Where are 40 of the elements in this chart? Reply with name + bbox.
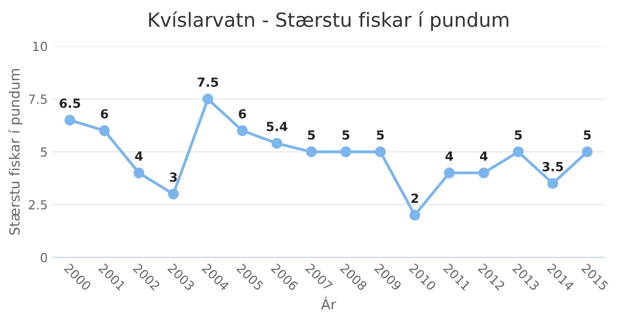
point [340, 146, 352, 158]
data-label: 5 [376, 130, 384, 140]
chart-title: Kvíslarvatn - Stærstu fiskar í pundum [149, 11, 508, 31]
y-axis-title: Stærstu fiskar í pundum [8, 69, 22, 235]
data-label: 3 [170, 172, 177, 182]
y-tick-label: 0 [40, 252, 48, 262]
data-label: 7.5 [198, 78, 218, 87]
data-label: 6 [238, 109, 246, 119]
point [237, 125, 248, 136]
data-label: 2 [411, 194, 418, 203]
point [512, 146, 524, 158]
point [374, 146, 386, 158]
point [547, 178, 558, 189]
point [582, 146, 593, 158]
point [99, 125, 110, 136]
data-label: 4 [480, 151, 488, 161]
data-label: 6 [100, 109, 108, 119]
data-label: 5 [308, 130, 315, 140]
point [306, 146, 317, 158]
y-tick-label: 2.5 [28, 200, 47, 210]
point [134, 168, 144, 178]
data-label: 3.5 [542, 162, 563, 172]
y-tick-label: 10 [33, 42, 48, 52]
data-label: 5 [342, 130, 350, 140]
x-axis-title: Ár [321, 296, 336, 310]
data-label: 5.4 [266, 122, 288, 132]
data-label: 6.5 [60, 98, 80, 108]
point [168, 188, 179, 200]
data-label: 5 [514, 130, 522, 140]
data-label: 5 [584, 130, 591, 140]
y-tick-label: 5 [40, 147, 47, 157]
data-label: 4 [135, 151, 143, 161]
point [478, 168, 490, 178]
point [64, 114, 76, 126]
point [202, 94, 214, 104]
point [271, 138, 282, 149]
data-label: 4 [446, 151, 454, 161]
point [409, 210, 420, 221]
y-tick-label: 7.5 [28, 94, 47, 104]
point [444, 168, 455, 178]
